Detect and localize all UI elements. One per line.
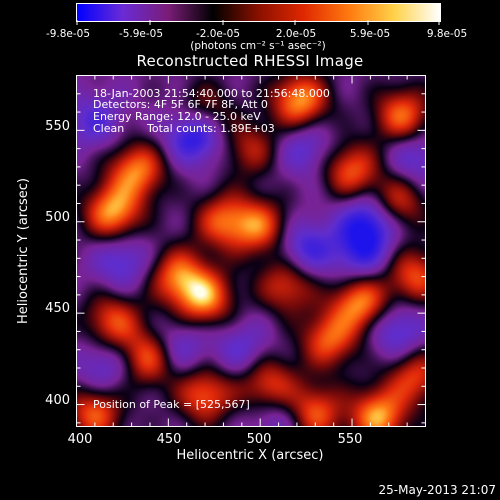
x-tick-400: 400 xyxy=(68,432,93,447)
info-energy-range: Energy Range: 12.0 - 25.0 keV xyxy=(93,110,261,123)
y-tick-400: 400 xyxy=(45,393,70,408)
colorbar-tick-6: 9.8e-05 xyxy=(427,28,467,40)
y-tick-450: 450 xyxy=(45,301,70,316)
plot-title: Reconstructed RHESSI Image xyxy=(136,52,364,70)
colorbar-units: (photons cm⁻² s⁻¹ asec⁻²) xyxy=(190,40,325,52)
colorbar xyxy=(76,3,441,22)
colorbar-tick-3: -2.0e-05 xyxy=(196,28,240,40)
info-total-counts: Total counts: 1.89E+03 xyxy=(146,122,275,135)
y-axis-label: Heliocentric Y (arcsec) xyxy=(16,178,31,324)
y-tick-550: 550 xyxy=(45,119,70,134)
colorbar-axis: -9.8e-05 -5.9e-05 -2.0e-05 2.0e-05 5.9e-… xyxy=(46,20,467,52)
info-detectors: Detectors: 4F 5F 6F 7F 8F, Att 0 xyxy=(93,98,268,111)
x-tick-550: 550 xyxy=(338,432,363,447)
info-time-range: 18-Jan-2003 21:54:40.000 to 21:56:48.000 xyxy=(93,87,330,100)
footer-timestamp: 25-May-2013 21:07 xyxy=(379,483,496,497)
peak-position-label: Position of Peak = [525,567] xyxy=(93,398,250,411)
x-tick-450: 450 xyxy=(157,432,182,447)
x-tick-500: 500 xyxy=(247,432,272,447)
colorbar-tick-4: 2.0e-05 xyxy=(276,28,316,40)
y-tick-500: 500 xyxy=(45,210,70,225)
colorbar-tick-1: -9.8e-05 xyxy=(46,28,90,40)
x-axis-label: Heliocentric X (arcsec) xyxy=(177,448,324,463)
colorbar-tick-5: 5.9e-05 xyxy=(350,28,390,40)
heatmap-image xyxy=(76,75,425,426)
colorbar-tick-2: -5.9e-05 xyxy=(119,28,163,40)
info-clean: Clean xyxy=(93,122,124,135)
